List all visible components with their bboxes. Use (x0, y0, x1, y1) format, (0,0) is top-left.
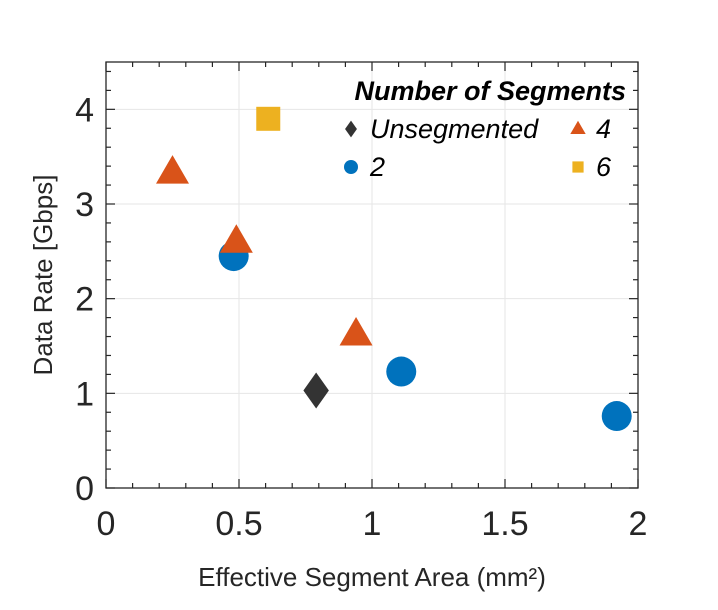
data-point-circle (386, 356, 417, 387)
legend-label: 6 (596, 152, 612, 182)
legend-title: Number of Segments (354, 76, 626, 106)
legend-label: 4 (596, 114, 611, 144)
legend-entry: 6 (572, 152, 612, 182)
x-tick-label: 0.5 (215, 505, 262, 543)
data-point-circle (601, 401, 632, 432)
data-point-triangle (219, 224, 253, 253)
x-tick-label: 1 (363, 505, 382, 543)
y-tick-label: 1 (75, 375, 94, 413)
data-points (156, 106, 632, 432)
data-point-square (256, 106, 281, 131)
grid (106, 62, 638, 488)
data-point-triangle (339, 316, 373, 346)
x-axis-label: Effective Segment Area (mm²) (198, 562, 546, 592)
ticks (105, 62, 639, 489)
legend-entry: 4 (570, 114, 611, 144)
y-tick-label: 4 (75, 91, 94, 129)
y-tick-label: 0 (75, 470, 94, 508)
data-point-diamond (303, 372, 329, 409)
tick-labels: 0 0.5 1 1.5 2 0 1 2 3 4 (75, 91, 647, 543)
x-tick-label: 2 (629, 505, 648, 543)
y-tick-label: 2 (75, 281, 94, 319)
legend-marker-circle (344, 160, 358, 174)
y-tick-label: 3 (75, 186, 94, 224)
x-tick-label: 1.5 (481, 505, 528, 543)
legend-label: 2 (369, 152, 385, 182)
legend-marker-square (572, 161, 584, 173)
legend-marker-diamond (345, 120, 357, 138)
legend: Number of Segments Unsegmented 2 4 6 (344, 76, 626, 182)
data-point-triangle (156, 155, 189, 184)
x-tick-label: 0 (97, 505, 116, 543)
legend-entry: Unsegmented (345, 114, 539, 144)
y-axis-label: Data Rate [Gbps] (28, 175, 58, 376)
legend-entry: 2 (344, 152, 385, 182)
legend-label: Unsegmented (370, 114, 539, 144)
legend-marker-triangle (570, 120, 586, 135)
